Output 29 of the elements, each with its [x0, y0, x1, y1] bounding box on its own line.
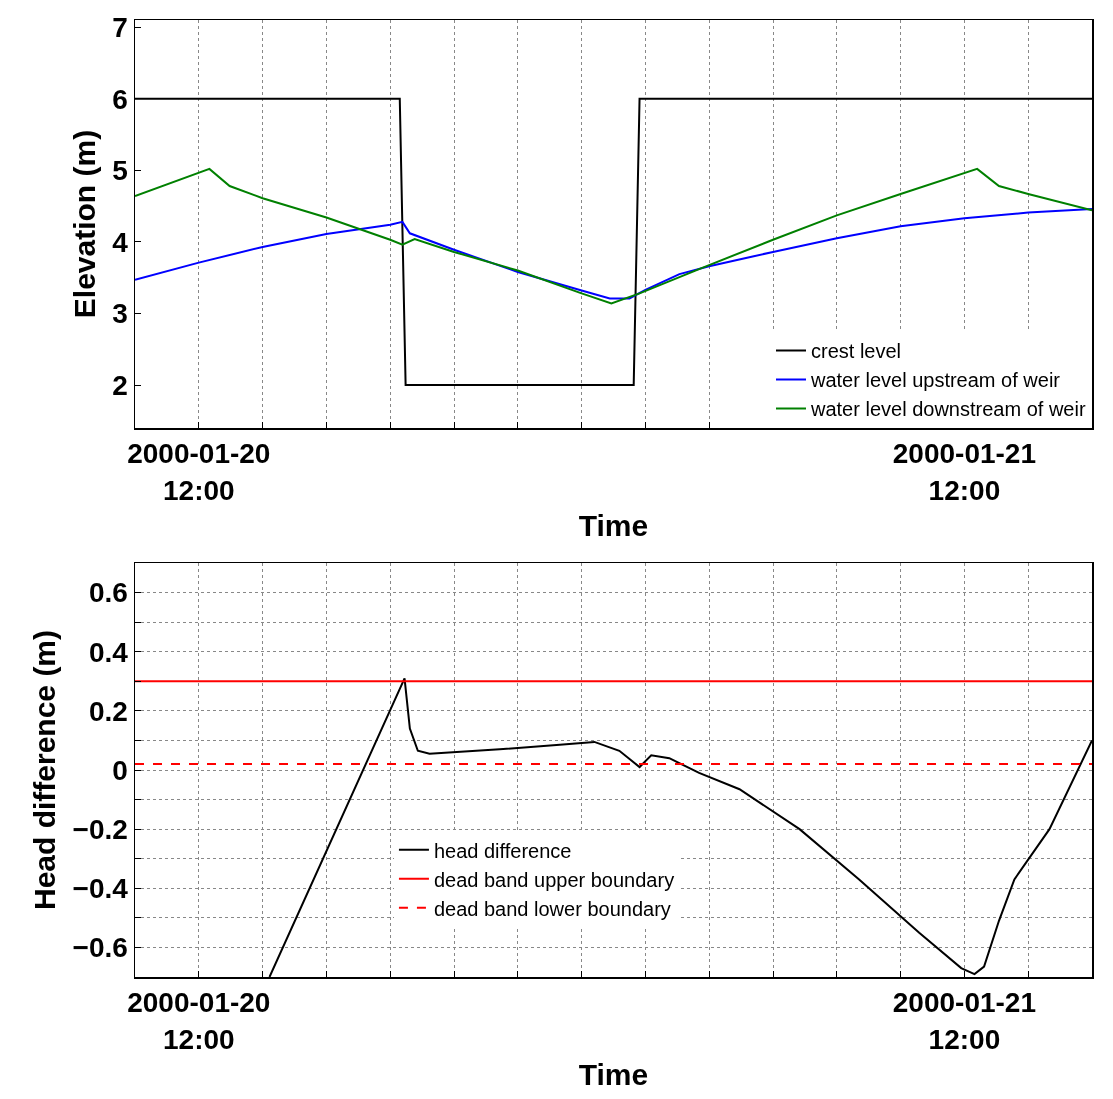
legend-label: water level downstream of weir: [810, 398, 1086, 421]
legend-label: dead band upper boundary: [433, 868, 675, 891]
legend-label: head difference: [433, 839, 572, 862]
y-tick-label: −0.4: [72, 873, 129, 905]
y-tick-label: 0.6: [88, 577, 128, 609]
x-tick-label: 2000-01-21 12:00: [892, 438, 1037, 506]
y-axis-title: Head difference (m): [27, 629, 61, 911]
y-tick-label: 0.2: [88, 695, 128, 727]
line-series: [135, 207, 1092, 300]
y-axis-title: Elevation (m): [67, 129, 101, 319]
y-tick-label: 7: [112, 11, 128, 43]
x-tick-label: 2000-01-20 12:00: [127, 987, 271, 1055]
y-tick-label: 4: [112, 226, 129, 258]
x-axis-title: Time: [578, 1057, 649, 1091]
y-tick-label: 2: [112, 369, 128, 401]
x-tick-label: 2000-01-20 12:00: [127, 438, 271, 506]
x-axis-title: Time: [578, 508, 649, 542]
legend-label: water level upstream of weir: [810, 369, 1061, 392]
y-tick-label: 0.4: [88, 636, 129, 668]
y-tick-label: 6: [112, 83, 128, 115]
line-series: [135, 167, 1092, 305]
y-tick-label: 0: [112, 754, 128, 786]
legend-label: crest level: [811, 340, 902, 363]
y-tick-label: −0.2: [72, 813, 128, 845]
y-tick-label: 3: [112, 298, 128, 330]
y-tick-label: 5: [112, 155, 128, 187]
y-tick-label: −0.6: [72, 932, 128, 964]
x-tick-label: 2000-01-21 12:00: [892, 987, 1037, 1055]
legend-label: dead band lower boundary: [433, 897, 671, 920]
